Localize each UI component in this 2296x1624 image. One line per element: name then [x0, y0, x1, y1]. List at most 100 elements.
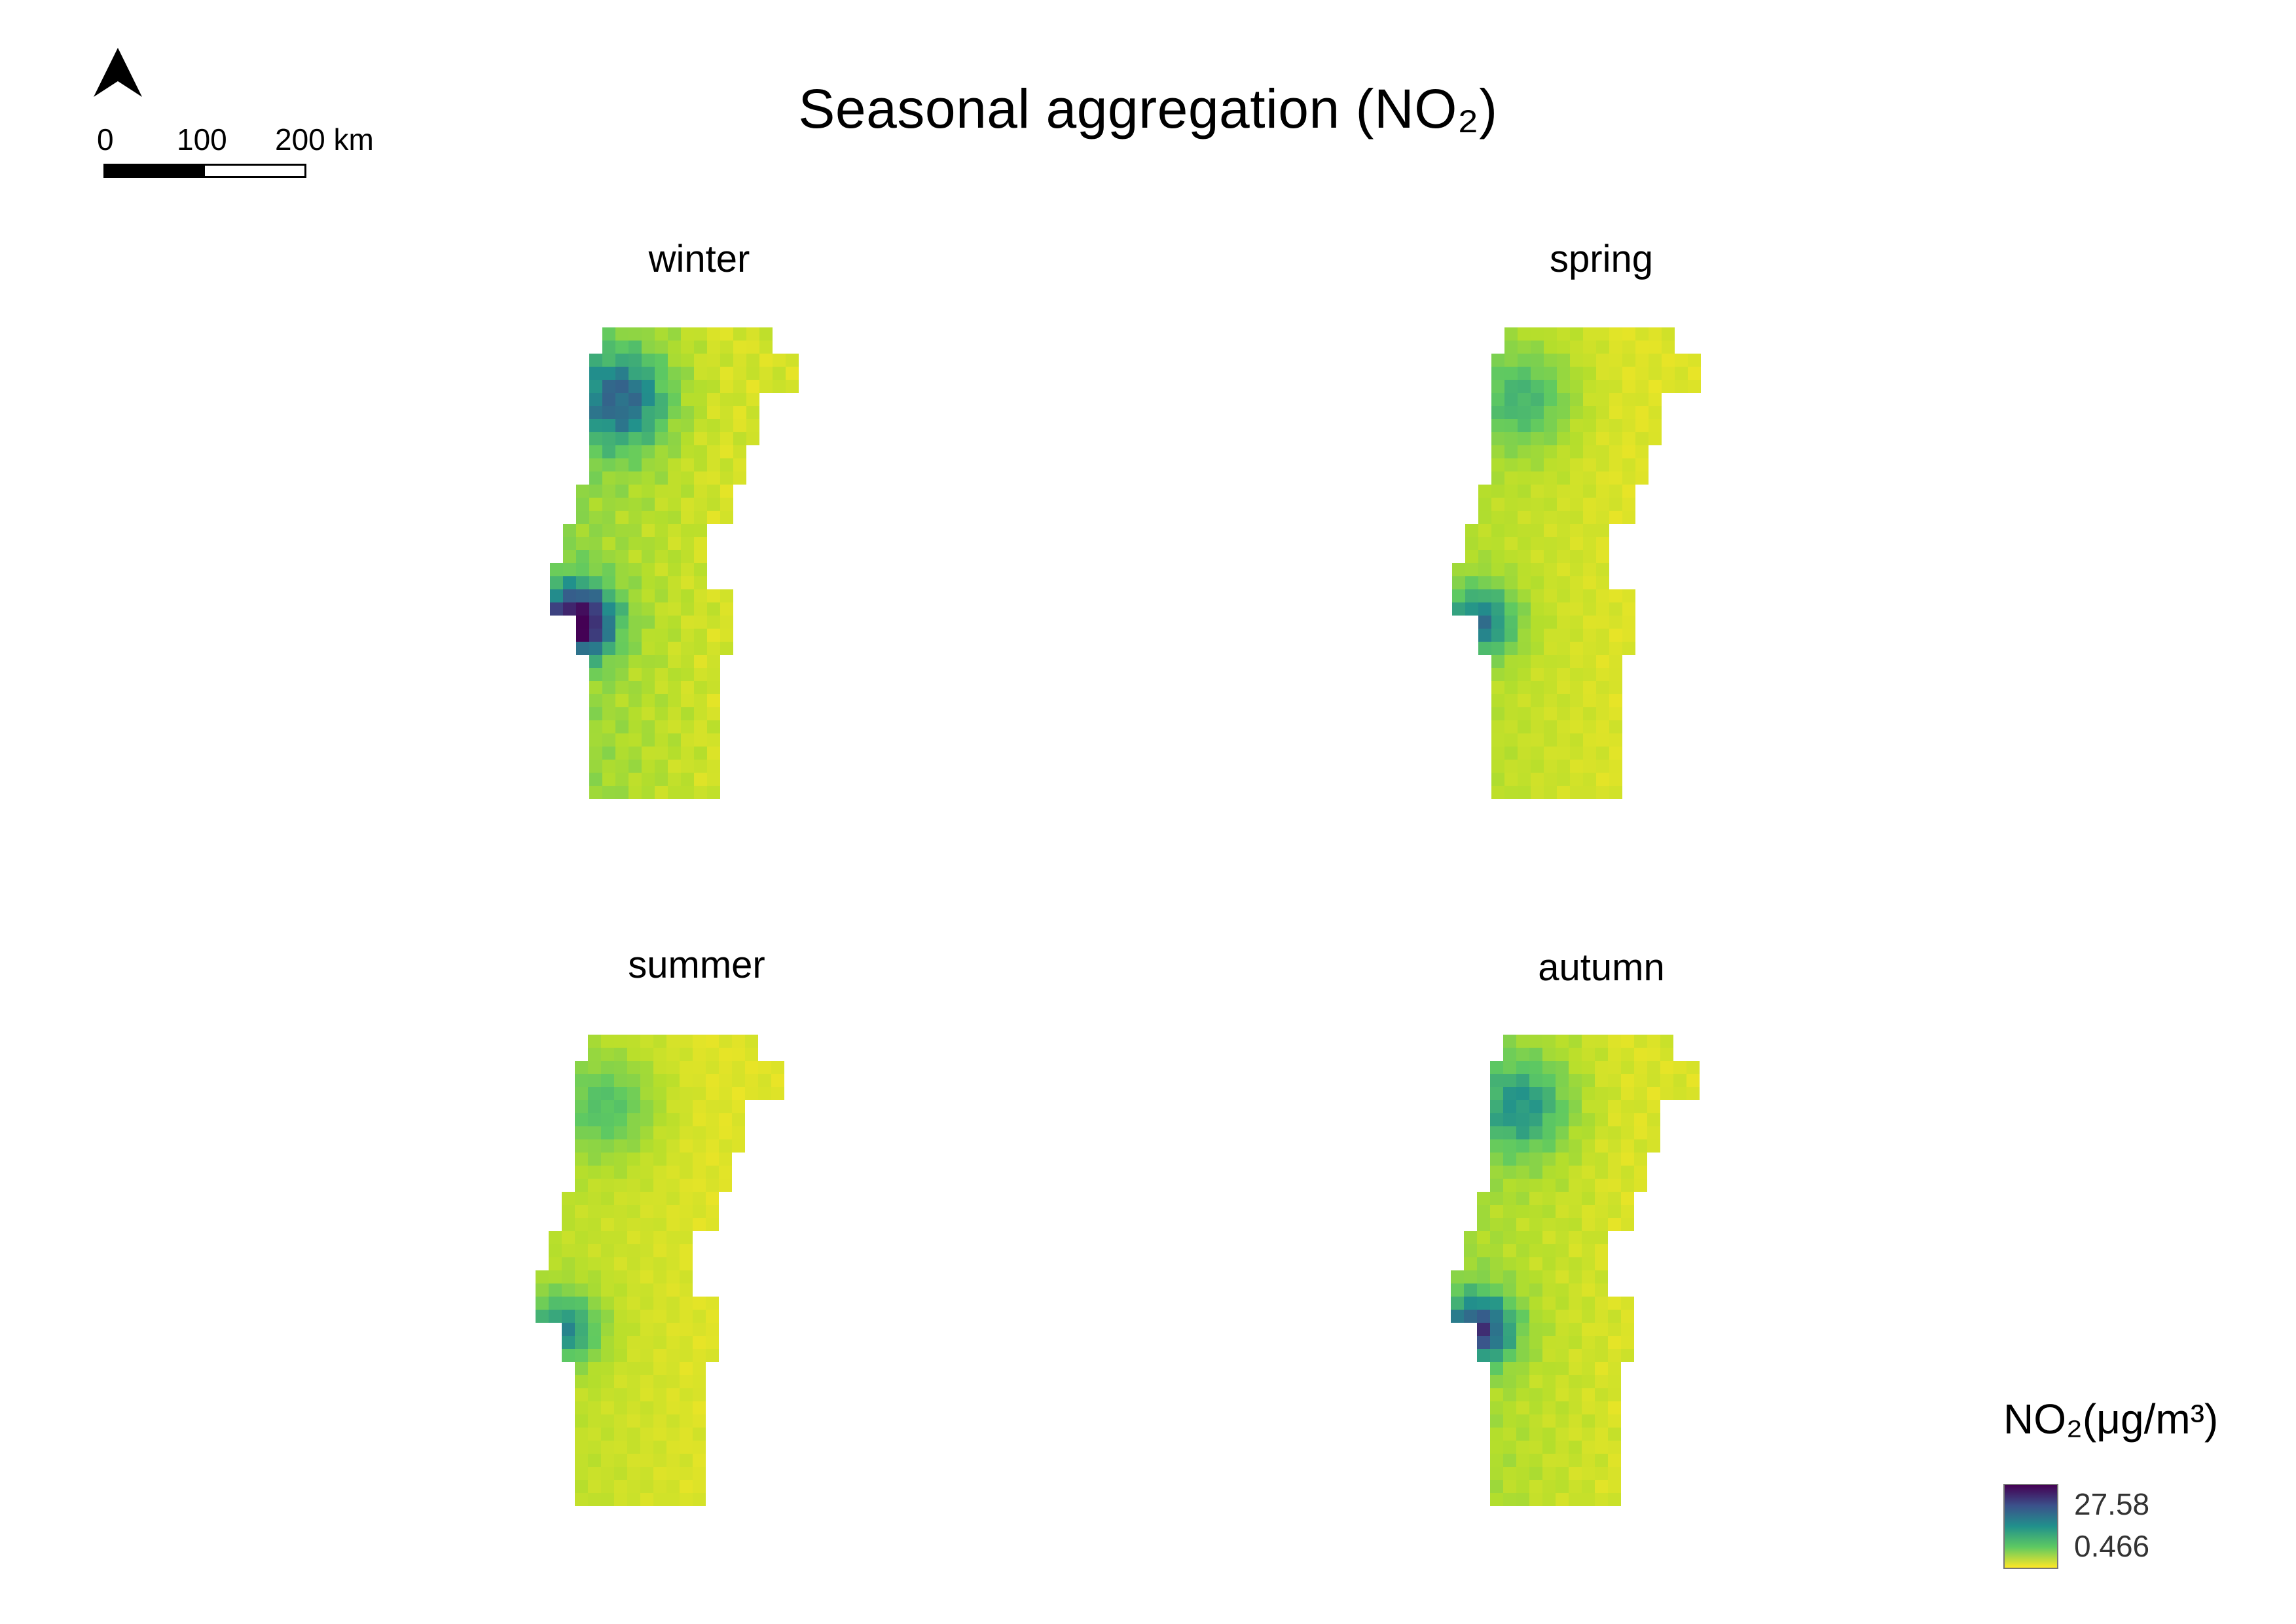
map-winter-cell	[589, 511, 602, 524]
map-autumn-cell	[1503, 1179, 1516, 1192]
map-spring-cell	[1570, 733, 1583, 747]
map-autumn-cell	[1490, 1336, 1503, 1349]
map-summer-cell	[666, 1153, 680, 1166]
map-autumn-cell	[1529, 1493, 1542, 1506]
map-summer-cell	[640, 1323, 653, 1336]
map-spring-cell	[1518, 445, 1531, 458]
map-autumn-cell	[1608, 1388, 1621, 1401]
map-summer-cell	[640, 1454, 653, 1467]
map-spring-cell	[1544, 380, 1557, 393]
map-winter-cell	[720, 458, 733, 471]
map-winter-cell	[707, 642, 720, 655]
map-winter-cell	[668, 668, 681, 681]
map-autumn-cell	[1582, 1100, 1595, 1113]
map-autumn-cell	[1542, 1153, 1556, 1166]
map-autumn-cell	[1542, 1100, 1556, 1113]
map-summer-cell	[614, 1192, 627, 1205]
map-summer-cell	[601, 1126, 614, 1139]
map-winter-cell	[681, 471, 694, 485]
map-summer-cell	[706, 1218, 719, 1231]
map-winter-cell	[615, 616, 629, 629]
map-autumn-cell	[1516, 1310, 1529, 1323]
map-autumn-cell	[1595, 1336, 1608, 1349]
map-winter-cell	[681, 773, 694, 786]
map-spring-cell	[1518, 760, 1531, 773]
map-summer-cell	[549, 1231, 562, 1244]
map-winter-cell	[746, 419, 759, 432]
map-summer-cell	[627, 1061, 640, 1074]
map-autumn-cell	[1634, 1153, 1647, 1166]
map-autumn-cell	[1451, 1297, 1464, 1310]
map-summer-cell	[562, 1336, 575, 1349]
map-autumn-cell	[1582, 1362, 1595, 1375]
map-winter-cell	[681, 642, 694, 655]
map-summer-cell	[732, 1139, 745, 1153]
map-spring-cell	[1518, 773, 1531, 786]
map-autumn-cell	[1529, 1231, 1542, 1244]
map-summer-cell	[575, 1401, 588, 1414]
map-summer-cell	[706, 1179, 719, 1192]
map-winter-cell	[694, 576, 707, 589]
map-winter-cell	[681, 458, 694, 471]
map-winter-cell	[707, 445, 720, 458]
map-winter-cell	[759, 367, 773, 380]
map-summer-cell	[640, 1126, 653, 1139]
map-summer-cell	[706, 1113, 719, 1126]
map-spring-cell	[1518, 498, 1531, 511]
map-spring-cell	[1465, 589, 1478, 602]
map-spring-cell	[1478, 524, 1491, 537]
map-spring-cell	[1491, 354, 1504, 367]
map-autumn-cell	[1582, 1310, 1595, 1323]
map-summer-cell	[706, 1349, 719, 1362]
map-summer-cell	[680, 1375, 693, 1388]
map-spring-cell	[1491, 602, 1504, 616]
map-winter-cell	[615, 471, 629, 485]
map-summer-cell	[680, 1048, 693, 1061]
map-autumn-cell	[1503, 1061, 1516, 1074]
map-summer-cell	[706, 1205, 719, 1218]
map-spring-cell	[1609, 694, 1622, 707]
map-summer-cell	[680, 1218, 693, 1231]
map-winter-cell	[668, 733, 681, 747]
map-winter-cell	[576, 485, 589, 498]
map-spring-cell	[1622, 341, 1635, 354]
map-winter-cell	[615, 720, 629, 733]
map-spring-cell	[1557, 576, 1570, 589]
map-winter-cell	[589, 707, 602, 720]
map-spring-cell	[1583, 406, 1596, 419]
map-spring-cell	[1531, 694, 1544, 707]
map-winter-cell	[629, 511, 642, 524]
map-summer-cell	[706, 1048, 719, 1061]
map-autumn-cell	[1556, 1323, 1569, 1336]
map-autumn-cell	[1529, 1205, 1542, 1218]
map-autumn-cell	[1516, 1218, 1529, 1231]
map-winter-cell	[694, 760, 707, 773]
map-winter-cell	[602, 458, 615, 471]
map-spring-cell	[1557, 432, 1570, 445]
map-summer-cell	[666, 1388, 680, 1401]
map-autumn-cell	[1634, 1074, 1647, 1087]
map-winter-cell	[720, 485, 733, 498]
map-summer-cell	[693, 1074, 706, 1087]
map-autumn-cell	[1503, 1362, 1516, 1375]
map-spring-cell	[1557, 642, 1570, 655]
map-summer-cell	[601, 1192, 614, 1205]
map-spring-cell	[1557, 681, 1570, 694]
map-summer-cell	[666, 1283, 680, 1297]
map-spring-cell	[1688, 367, 1701, 380]
map-spring-cell	[1596, 707, 1609, 720]
map-summer-cell	[549, 1244, 562, 1257]
map-autumn-cell	[1542, 1310, 1556, 1323]
map-summer-cell	[588, 1493, 601, 1506]
map-winter-cell	[642, 576, 655, 589]
map-summer-cell	[536, 1270, 549, 1283]
map-autumn-cell	[1503, 1467, 1516, 1480]
map-spring-cell	[1491, 642, 1504, 655]
map-summer-cell	[575, 1244, 588, 1257]
map-winter-cell	[629, 550, 642, 563]
map-summer-cell	[627, 1126, 640, 1139]
map-summer-cell	[627, 1375, 640, 1388]
map-spring-cell	[1570, 380, 1583, 393]
map-summer-cell	[758, 1087, 771, 1100]
map-summer-cell	[601, 1362, 614, 1375]
